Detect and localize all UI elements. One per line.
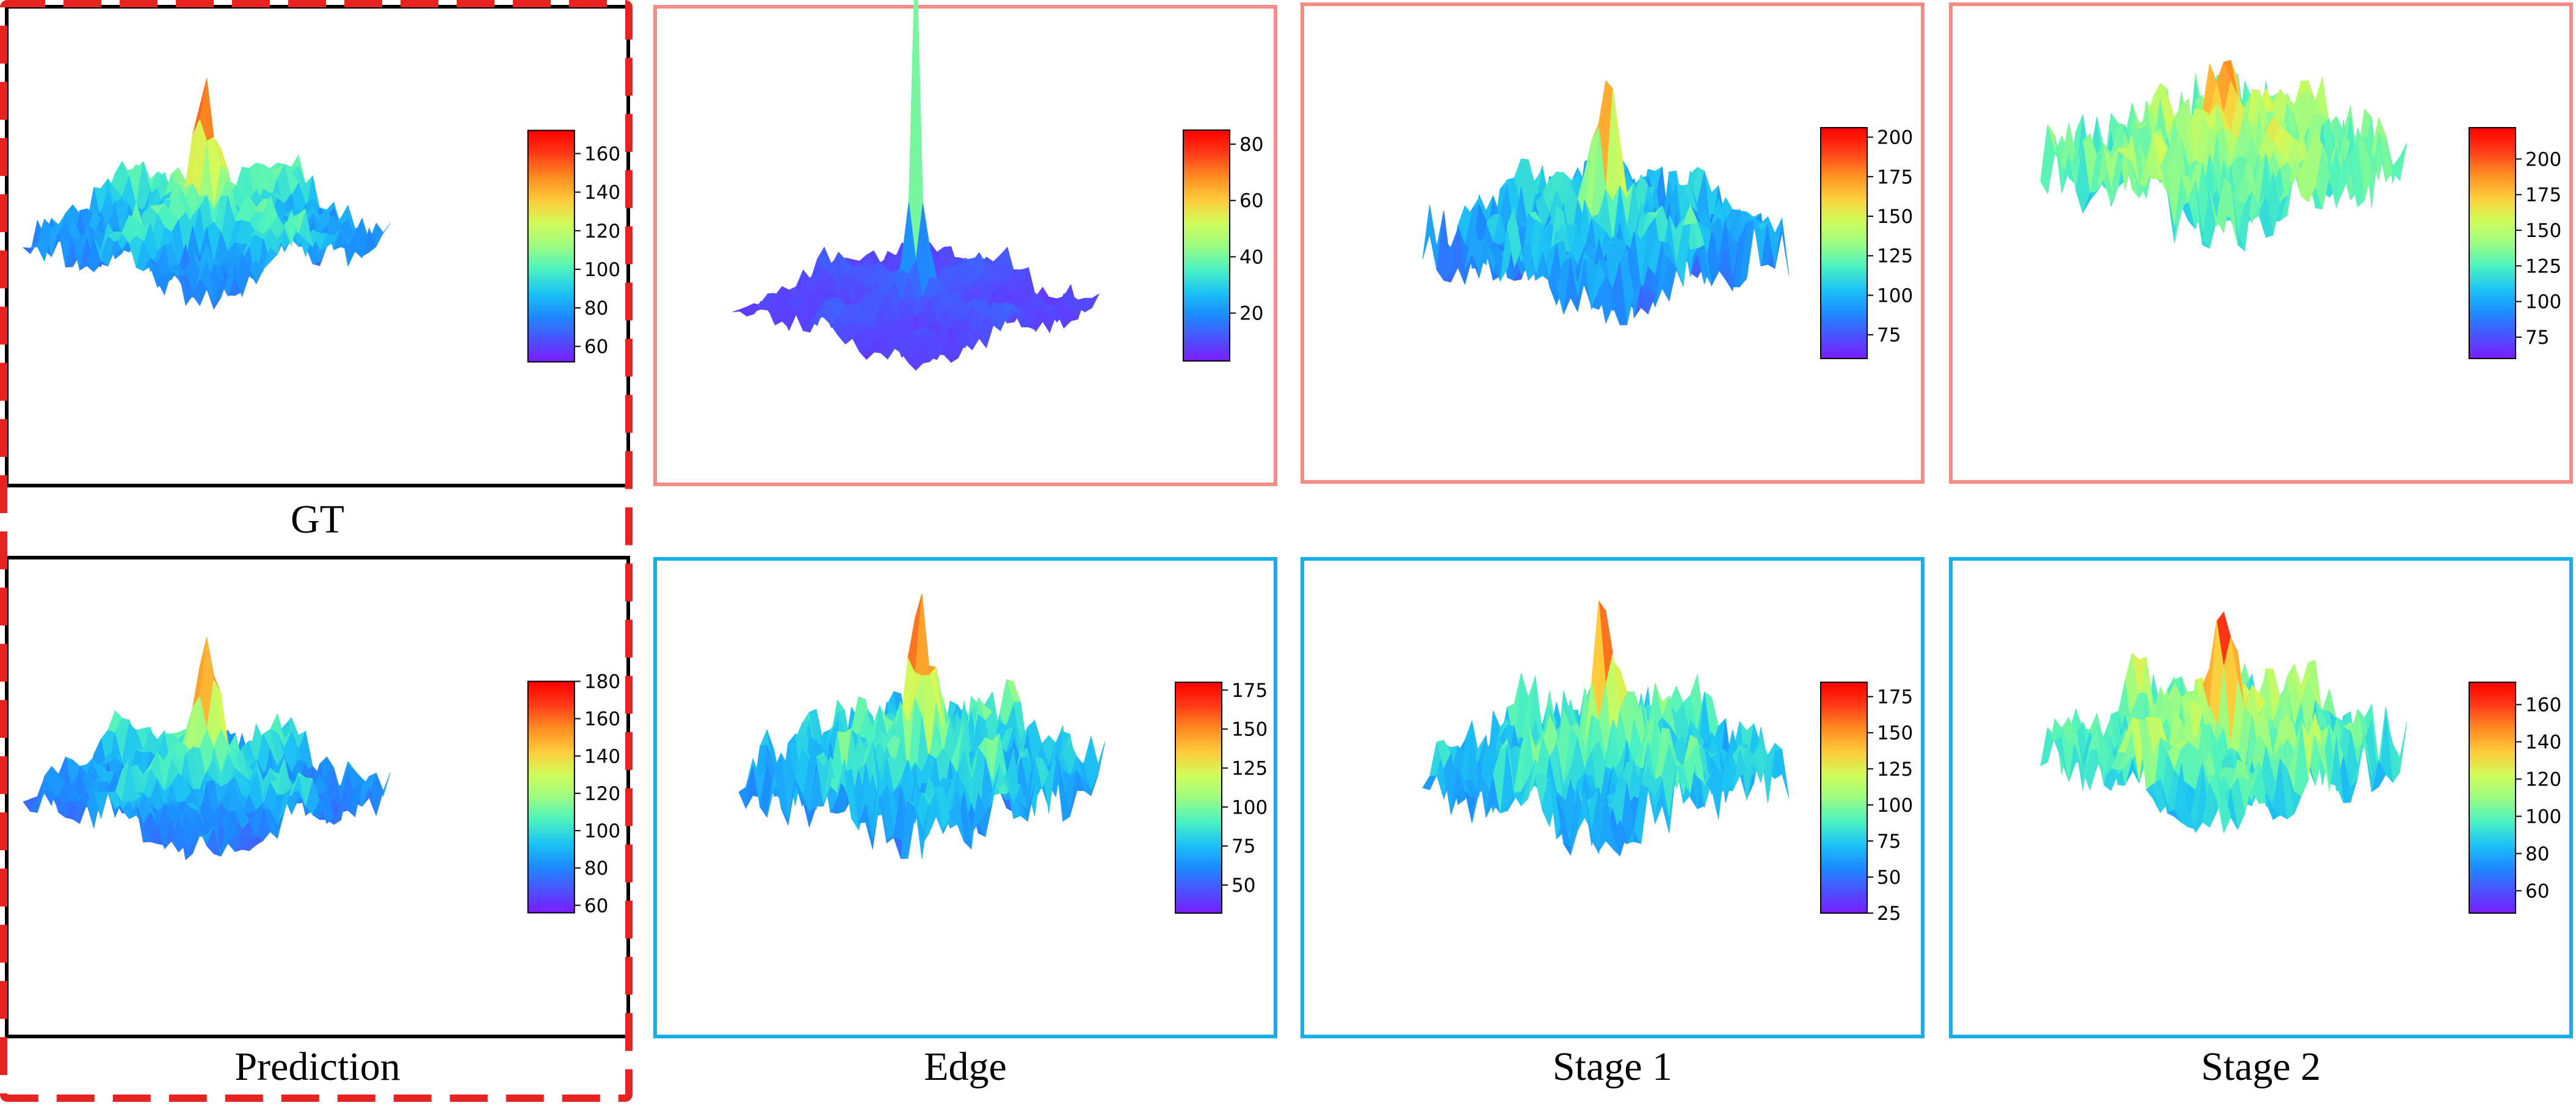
surface-facet	[915, 803, 929, 859]
panel-stage2-bottom: 60 80 100 120 140 160	[1949, 557, 2573, 1038]
panel-stage2-top: 75 100 125 150 175 200	[1949, 2, 2573, 484]
colorbar-tick-label: 100	[1877, 285, 1913, 307]
surface-chart: 75 100 125 150 175 200	[1949, 2, 2573, 484]
colorbar-tick-label: 175	[1877, 166, 1913, 188]
colorbar-tick-label: 100	[1232, 796, 1268, 818]
panel-frame	[1949, 2, 2573, 484]
panel-edge-bottom: 50 75 100 125 150 175	[653, 557, 1277, 1038]
colorbar-tick-label: 75	[2525, 327, 2549, 349]
panel-frame	[1301, 2, 1925, 484]
colorbar	[527, 129, 575, 363]
colorbar-tick-label: 50	[1232, 875, 1255, 897]
colorbar-tick-label: 100	[584, 820, 620, 842]
colorbar-tick-label: 40	[1239, 246, 1263, 268]
colorbar	[1820, 127, 1868, 359]
colorbar-tick-label: 80	[584, 297, 609, 319]
colorbar	[1175, 682, 1222, 914]
colorbar-tick-label: 125	[1232, 757, 1268, 779]
colorbar-tick-label: 60	[1239, 190, 1263, 212]
surface-chart: 20 40 60 80	[653, 0, 1277, 486]
colorbar-tick-label: 120	[584, 783, 620, 805]
surface-mesh	[23, 637, 391, 861]
colorbar-tick-label: 125	[2525, 255, 2561, 277]
colorbar-tick-label: 60	[584, 336, 609, 358]
colorbar-tick-label: 150	[1232, 719, 1268, 741]
colorbar-tick-label: 75	[1232, 836, 1255, 858]
surface-mesh	[738, 593, 1106, 860]
colorbar-tick-label: 50	[1877, 867, 1901, 889]
colorbar-tick-label: 125	[1877, 246, 1913, 268]
colorbar-tick-label: 160	[584, 708, 620, 730]
surface-mesh	[732, 0, 1100, 371]
surface-facet	[1598, 275, 1613, 324]
colorbar-tick-label: 60	[584, 895, 609, 917]
colorbar	[1183, 129, 1230, 362]
colorbar-tick-label: 175	[2525, 184, 2561, 206]
surface-mesh	[2040, 59, 2407, 252]
colorbar-tick-label: 150	[2525, 220, 2561, 242]
panel-prediction: 60 80 100 120 140 160 180	[5, 556, 630, 1038]
colorbar-tick-label: 140	[584, 182, 620, 204]
colorbar-tick-label: 175	[1232, 680, 1268, 702]
panel-stage1-bottom: 25 50 75 100 125 150 175	[1301, 557, 1925, 1038]
colorbar	[1820, 682, 1868, 914]
colorbar-tick-label: 125	[1877, 759, 1913, 781]
colorbar-tick-label: 75	[1877, 324, 1901, 346]
colorbar-tick-label: 180	[584, 671, 620, 693]
surface-mesh	[2040, 611, 2407, 834]
colorbar-tick-label: 100	[2525, 291, 2561, 313]
surface-mesh	[22, 78, 391, 310]
colorbar-tick-label: 200	[1877, 127, 1913, 149]
colorbar-tick-label: 150	[1877, 206, 1913, 228]
colorbar-tick-label: 20	[1239, 303, 1263, 325]
surface-facet	[1598, 793, 1614, 852]
surface-mesh	[1422, 600, 1790, 857]
surface-facet	[1422, 774, 1437, 790]
colorbar	[527, 680, 575, 914]
colorbar-tick-label: 75	[1877, 831, 1901, 853]
surface-facet	[2216, 178, 2232, 227]
colorbar-tick-label: 80	[1239, 134, 1263, 156]
colorbar-tick-label: 140	[584, 746, 620, 768]
colorbar	[2469, 127, 2516, 359]
panel-frame	[653, 557, 1277, 1038]
panel-gt: 60 80 100 120 140 160	[5, 4, 630, 487]
surface-facet	[858, 351, 874, 360]
surface-facet	[908, 356, 924, 371]
surface-chart: 25 50 75 100 125 150 175	[1301, 557, 1925, 1038]
surface-mesh	[1422, 80, 1790, 326]
colorbar-tick-label: 175	[1877, 687, 1913, 708]
colorbar-tick-label: 25	[1877, 903, 1901, 925]
colorbar-tick-label: 80	[584, 858, 609, 880]
colorbar-tick-label: 200	[2525, 148, 2561, 170]
surface-chart: 50 75 100 125 150 175	[653, 557, 1277, 1038]
colorbar-tick-label: 150	[1877, 723, 1913, 745]
surface-chart: 60 80 100 120 140 160	[5, 4, 630, 487]
colorbar-tick-label: 100	[584, 259, 620, 281]
panel-frame	[1301, 557, 1925, 1038]
colorbar-tick-label: 160	[584, 143, 620, 165]
colorbar-tick-label: 120	[584, 220, 620, 242]
panel-frame	[1949, 557, 2573, 1038]
panel-frame	[653, 5, 1277, 486]
surface-chart: 75 100 125 150 175 200	[1301, 2, 1925, 484]
surface-chart: 60 80 100 120 140 160 180	[5, 556, 630, 1038]
panel-stage1-top: 75 100 125 150 175 200	[1301, 2, 1925, 484]
colorbar-tick-label: 100	[1877, 795, 1913, 817]
panel-edge-top: 20 40 60 80	[653, 0, 1277, 486]
